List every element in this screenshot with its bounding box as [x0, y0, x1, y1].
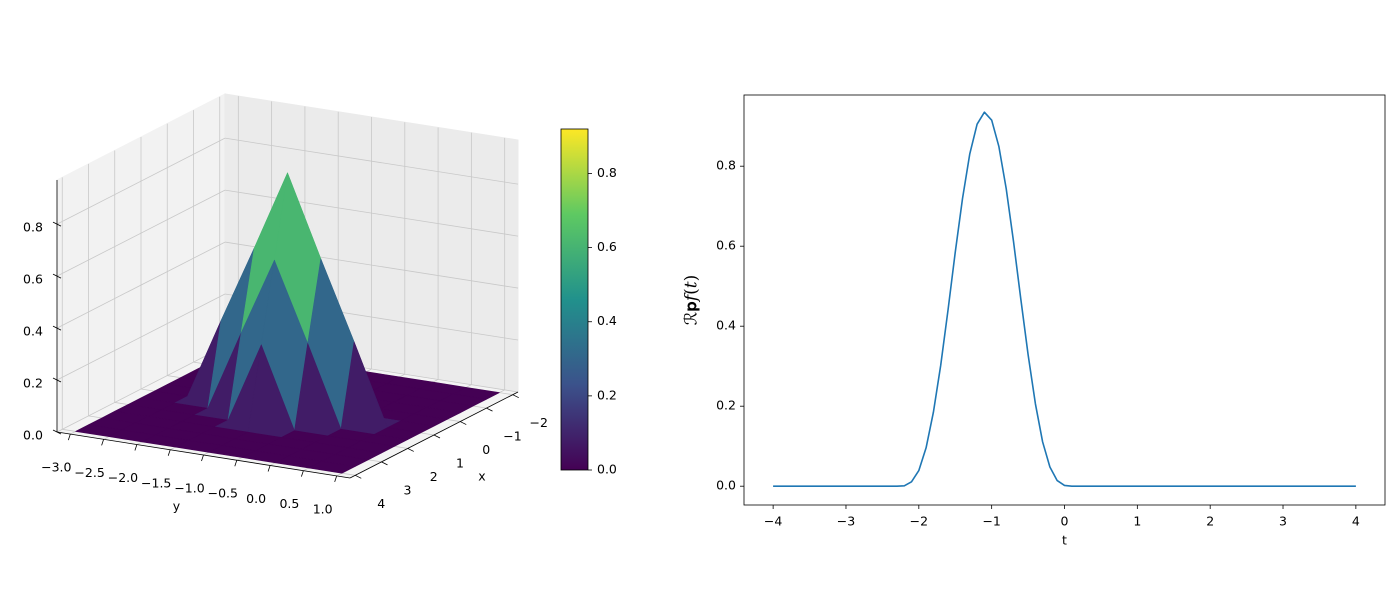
- surface-patch: [308, 460, 356, 474]
- colorbar: [560, 128, 589, 471]
- x-tick: [460, 421, 467, 425]
- colorbar-tick-label: 0.4: [597, 313, 617, 328]
- y-tick-label: 0.0: [716, 478, 736, 493]
- x-tick-label: −2: [530, 415, 548, 430]
- x-tick: [512, 394, 519, 399]
- y-tick-label: 0.4: [716, 318, 736, 333]
- axes-frame: [743, 94, 1386, 506]
- colorbar-tick-label: 0.2: [597, 387, 617, 402]
- x-tick-label: 3: [404, 482, 412, 497]
- x-tick-label: 2: [430, 469, 438, 484]
- y-tick: [301, 470, 304, 477]
- grid-line: [56, 189, 226, 277]
- z-tick: [52, 325, 62, 331]
- x-tick-label: 0: [1061, 514, 1069, 529]
- x-tick-label: −4: [764, 514, 782, 529]
- grid-line: [224, 137, 519, 185]
- y-tick-label: −2.0: [108, 470, 138, 485]
- line: [773, 111, 1356, 487]
- z-tick: [52, 377, 62, 383]
- x-tick-label: 4: [377, 496, 385, 511]
- grid-line: [56, 293, 226, 381]
- z-tick-label: 0.6: [23, 272, 43, 287]
- z-tick: [52, 273, 62, 279]
- y-tick-label: 0.0: [246, 491, 266, 506]
- z-tick-label: 0.2: [23, 376, 43, 391]
- y-tick-label: 0.6: [716, 238, 736, 253]
- x-tick: [486, 407, 493, 412]
- plot-area: [744, 95, 1385, 505]
- y-tick-label: −1.5: [141, 475, 171, 490]
- x-axis-label: t: [1062, 533, 1067, 548]
- y-tick: [201, 454, 204, 462]
- x-tick-label: 0: [482, 442, 490, 457]
- grid-line: [56, 137, 226, 225]
- x-tick-label: −1: [503, 429, 521, 444]
- y-axis-label: y: [173, 499, 181, 514]
- z-tick: [52, 429, 62, 435]
- y-tick-label: −1.0: [174, 481, 204, 496]
- y-tick: [167, 449, 171, 456]
- z-tick-label: 0.0: [23, 428, 43, 443]
- x-tick: [407, 448, 414, 452]
- y-tick-label: 0.8: [716, 158, 736, 173]
- x-tick-label: 3: [1279, 514, 1287, 529]
- x-tick-label: −2: [910, 514, 928, 529]
- z-tick-label: 0.8: [23, 220, 43, 235]
- grid-line: [224, 189, 519, 237]
- y-tick-label: 0.5: [279, 496, 299, 511]
- x-tick-label: 4: [1352, 514, 1360, 529]
- grid-line: [56, 345, 226, 433]
- y-tick: [101, 439, 104, 446]
- x-tick-label: −3: [837, 514, 855, 529]
- y-tick: [134, 444, 138, 451]
- y-tick-label: −3.0: [41, 460, 71, 475]
- colorbar-tick-label: 0.8: [597, 165, 617, 180]
- x-tick: [355, 474, 362, 479]
- colorbar-tick-label: 0.0: [597, 462, 617, 477]
- colorbar-tick-label: 0.6: [597, 239, 617, 254]
- y-tick-label: −0.5: [208, 486, 238, 501]
- x-tick: [381, 461, 388, 466]
- y-tick: [334, 475, 338, 483]
- y-tick: [234, 460, 238, 467]
- x-axis-label: x: [478, 469, 485, 484]
- y-tick-label: 0.2: [716, 398, 736, 413]
- z-tick-label: 0.4: [23, 324, 43, 339]
- x-tick-label: −1: [982, 514, 1000, 529]
- y-tick: [267, 465, 271, 472]
- x-tick: [433, 434, 441, 439]
- z-tick: [52, 221, 62, 227]
- x-tick-label: 2: [1206, 514, 1214, 529]
- y-axis-label: ℛ𝐩𝑓(𝑡): [682, 275, 702, 326]
- x-tick-label: 1: [456, 456, 464, 471]
- grid-line: [56, 241, 226, 329]
- x-tick-label: 1: [1133, 514, 1141, 529]
- y-tick-label: −2.5: [74, 465, 104, 480]
- y-tick-label: 1.0: [313, 501, 333, 516]
- y-tick: [67, 433, 71, 441]
